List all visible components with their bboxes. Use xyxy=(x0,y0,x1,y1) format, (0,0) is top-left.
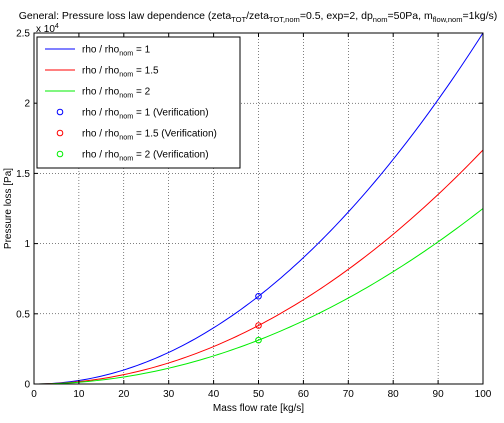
x-tick-label: 70 xyxy=(343,389,355,400)
legend-entry-5-part: rho / rho xyxy=(82,150,120,161)
x-tick-label: 50 xyxy=(253,389,265,400)
y-exponent-label: x 104 xyxy=(36,23,59,35)
chart-title-part: TOT,nom xyxy=(269,15,300,24)
chart-title-part: TOT xyxy=(231,15,246,24)
legend-marker-3 xyxy=(56,108,64,116)
chart-title-part: flow,nom xyxy=(433,15,463,24)
chart-title-part: =0.5, exp=2, dp xyxy=(300,10,373,22)
verification-point-5 xyxy=(255,336,262,344)
y-tick-label: 1.5 xyxy=(16,169,30,180)
legend-entry-2-part: nom xyxy=(119,91,133,100)
legend-entry-4-part: rho / rho xyxy=(82,129,120,140)
legend-entry-5-part: = 2 (Verification) xyxy=(133,150,208,161)
x-tick-label: 80 xyxy=(388,389,400,400)
legend-entry-0-part: nom xyxy=(119,49,133,58)
legend-entry-0-part: = 1 xyxy=(133,45,150,56)
series-line-2 xyxy=(33,208,484,385)
y-tick-label: 0 xyxy=(24,380,30,391)
legend-entry-3-part: nom xyxy=(119,112,133,121)
y-exponent-power: 4 xyxy=(55,23,59,30)
y-tick-label: 2 xyxy=(24,99,30,110)
legend-entry-1-part: = 1.5 xyxy=(133,66,159,77)
verification-point-4 xyxy=(255,322,262,329)
chart-title-part: General: Pressure loss law dependence (z… xyxy=(19,10,232,22)
legend-entry-0-part: rho / rho xyxy=(82,45,120,56)
x-tick-label: 20 xyxy=(118,389,130,400)
x-tick-label: 90 xyxy=(433,389,445,400)
x-axis-label: Mass flow rate [kg/s] xyxy=(213,403,304,414)
chart-title: General: Pressure loss law dependence (z… xyxy=(19,10,498,24)
x-tick-label: 0 xyxy=(31,389,37,400)
legend-entry-4: rho / rhonom = 1.5 (Verification) xyxy=(82,129,217,142)
verification-point-3 xyxy=(255,292,262,300)
legend-entry-2: rho / rhonom = 2 xyxy=(82,87,151,100)
y-exponent-base: x 10 xyxy=(36,24,55,35)
legend-entry-5: rho / rhonom = 2 (Verification) xyxy=(82,150,209,163)
y-axis-label: Pressure loss [Pa] xyxy=(3,168,14,249)
series-layer xyxy=(33,32,484,385)
legend-marker-5 xyxy=(56,150,64,158)
chart-title-part: nom xyxy=(373,15,388,24)
legend-entry-5-part: nom xyxy=(119,154,133,163)
legend-entry-3: rho / rhonom = 1 (Verification) xyxy=(82,108,209,121)
legend-entry-1: rho / rhonom = 1.5 xyxy=(82,66,159,79)
legend-entry-2-part: = 2 xyxy=(133,87,150,98)
chart-title-part: /zeta xyxy=(246,10,269,22)
chart-title-part: =1kg/s) xyxy=(463,10,498,22)
legend-entry-4-part: = 1.5 (Verification) xyxy=(133,129,217,140)
x-tick-label: 30 xyxy=(163,389,175,400)
legend-marker-4 xyxy=(56,129,64,137)
chart-title-part: =50Pa, m xyxy=(387,10,432,22)
legend-entry-4-part: nom xyxy=(119,133,133,142)
legend-entry-3-part: = 1 (Verification) xyxy=(133,108,208,119)
legend-entry-0: rho / rhonom = 1 xyxy=(82,45,151,58)
x-tick-label: 60 xyxy=(298,389,310,400)
series-line-0 xyxy=(33,32,484,385)
legend-entry-3-part: rho / rho xyxy=(82,108,120,119)
x-tick-label: 40 xyxy=(208,389,220,400)
x-tick-label: 100 xyxy=(475,389,492,400)
legend-box xyxy=(36,36,241,169)
series-line-1 xyxy=(33,149,484,385)
legend-entry-1-part: rho / rho xyxy=(82,66,120,77)
legend-entry-1-part: nom xyxy=(119,70,133,79)
axes-layer xyxy=(33,32,484,385)
legend-entry-2-part: rho / rho xyxy=(82,87,120,98)
x-tick-label: 10 xyxy=(73,389,85,400)
text-layer: 0 10 20 30 40 50 60 70 80 90 100 0 0.5 1 1.5 2 2.5 x 104G… xyxy=(3,10,497,414)
y-tick-label: 1 xyxy=(24,239,30,250)
y-tick-label: 2.5 xyxy=(16,29,30,40)
y-tick-label: 0.5 xyxy=(16,309,30,320)
